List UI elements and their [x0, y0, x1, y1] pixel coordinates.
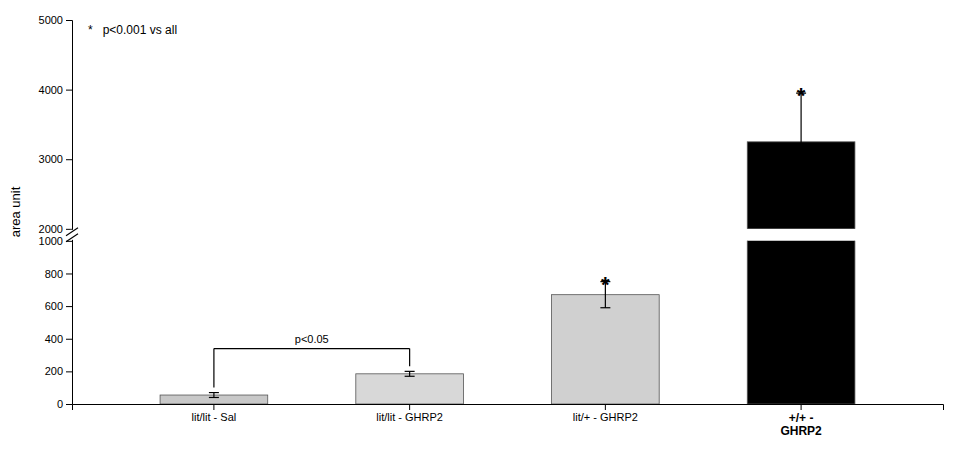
- y-tick-mark: [66, 371, 72, 372]
- y-tick: 2000: [39, 223, 72, 235]
- x-axis: lit/lit - Sal lit/lit - GHRP2 lit/+ - GHRP…: [73, 404, 944, 438]
- annotation: * p<0.001 vs all: [88, 23, 177, 37]
- error-bar: [209, 393, 219, 398]
- y-axis: 0 200 400 600 800 10002000 3000 4000 5000: [39, 14, 73, 410]
- y-tick-mark: [66, 159, 72, 160]
- y-tick-mark: [66, 229, 72, 230]
- x-tick: +/+ -GHRP2: [780, 404, 822, 438]
- y-tick-label: 3000: [39, 153, 63, 165]
- x-tick-mark: [409, 404, 410, 410]
- y-tick: 800: [45, 267, 72, 279]
- y-tick-label: 1000: [39, 235, 63, 247]
- error-bar-cap: [600, 307, 610, 308]
- bar: [356, 374, 464, 404]
- y-tick-label: 800: [45, 267, 63, 279]
- x-tick-label-line: lit/+ - GHRP2: [573, 411, 638, 423]
- x-tick-label-line: lit/lit - GHRP2: [376, 411, 443, 423]
- y-tick: 0: [57, 398, 72, 410]
- error-bar-cap: [209, 392, 219, 393]
- y-tick-label: 600: [45, 300, 63, 312]
- error-bar-cap: [405, 376, 415, 377]
- chart: 0 200 400 600 800 10002000 3000 4000 5000 lit/lit…: [0, 0, 963, 466]
- x-axis-line: [73, 405, 944, 411]
- y-tick-mark: [66, 339, 72, 340]
- error-bar: [405, 371, 415, 376]
- bracket-leg: [409, 349, 410, 367]
- marks: [160, 93, 855, 404]
- y-axis-title: area unit: [8, 186, 23, 237]
- x-tick-label: lit/lit - GHRP2: [376, 411, 443, 423]
- annotation: p<0.05: [295, 333, 329, 345]
- y-tick-mark: [66, 20, 72, 21]
- error-bar-cap: [405, 371, 415, 372]
- y-axis-line: [66, 21, 73, 405]
- x-tick-label: lit/+ - GHRP2: [573, 411, 638, 423]
- y-tick: 5000: [39, 14, 72, 26]
- y-tick-mark: [66, 90, 72, 91]
- y-tick-label: 2000: [39, 223, 63, 235]
- x-tick-label-line: GHRP2: [780, 424, 822, 438]
- x-tick-label: +/+ -GHRP2: [780, 411, 822, 439]
- bracket-leg: [213, 349, 214, 388]
- y-tick-label: 5000: [39, 14, 63, 26]
- y-tick: 600: [45, 300, 72, 312]
- error-bar-cap: [796, 190, 806, 191]
- y-tick-mark: [66, 306, 72, 307]
- x-tick-mark: [801, 404, 802, 410]
- y-tick-mark: [66, 273, 72, 274]
- bar: [552, 295, 660, 404]
- y-tick-label: 4000: [39, 84, 63, 96]
- error-bar-cap: [209, 397, 219, 398]
- x-tick-label-line: +/+ -: [789, 411, 814, 425]
- y-tick: 400: [45, 333, 72, 345]
- y-tick: 4000: [39, 84, 72, 96]
- y-tick: 3000: [39, 153, 72, 165]
- error-bar-stem: [213, 393, 214, 398]
- x-tick-label: lit/lit - Sal: [192, 411, 237, 423]
- y-tick-mark: [66, 404, 72, 405]
- axis-break-mark: [66, 234, 78, 242]
- x-tick: lit/lit - Sal: [192, 404, 237, 423]
- annotations: p<0.05 * * * p<0.001 vs all: [88, 23, 806, 388]
- significance-star: *: [601, 272, 610, 297]
- y-tick-label: 200: [45, 365, 63, 377]
- x-tick-mark: [213, 404, 214, 410]
- bracket: [214, 348, 410, 349]
- y-tick-label: 400: [45, 333, 63, 345]
- x-tick: lit/lit - GHRP2: [376, 404, 443, 423]
- x-tick-mark: [605, 404, 606, 410]
- plot: 0 200 400 600 800 10002000 3000 4000 5000 lit/lit…: [39, 14, 944, 438]
- y-tick: 200: [45, 365, 72, 377]
- x-tick: lit/+ - GHRP2: [573, 404, 638, 423]
- y-tick-label: 0: [57, 398, 63, 410]
- x-tick-label-line: lit/lit - Sal: [192, 411, 237, 423]
- significance-star: *: [797, 83, 806, 108]
- error-bar-stem: [409, 371, 410, 376]
